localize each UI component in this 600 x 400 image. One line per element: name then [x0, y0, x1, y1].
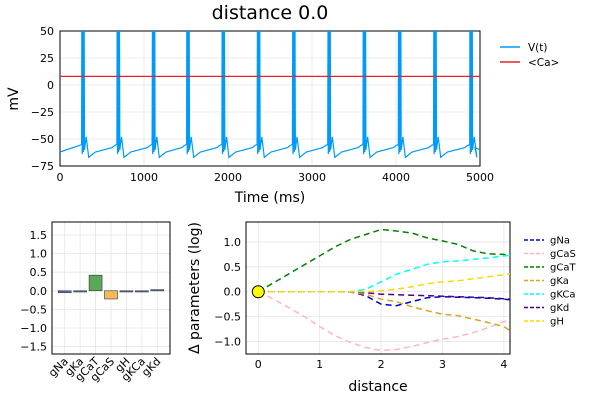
dist-legend-label: gKd: [550, 303, 569, 314]
series-gKCa: [258, 254, 511, 293]
bar-marks: [57, 274, 165, 300]
dist-y-axis-label: Δ parameters (log): [187, 222, 203, 354]
dist-x-tick-label: 4: [500, 358, 507, 371]
dist-y-tick-label: 1.0: [224, 236, 242, 249]
top-y-tick-label: 25: [40, 52, 54, 65]
top-x-tick-label: 1000: [130, 171, 158, 184]
dist-x-tick-label: 1: [316, 358, 323, 371]
top-legend: V(t) <Ca>: [500, 42, 559, 69]
top-y-axis-label: mV: [6, 87, 22, 111]
bar-gKCa: [135, 290, 149, 293]
bar-gNa: [57, 290, 72, 293]
top-x-tick-label: 2000: [214, 171, 242, 184]
bar-grid: [52, 222, 170, 354]
top-x-tick-labels: 0 1000 2000 3000 4000 5000: [57, 171, 495, 184]
top-y-tick-label: −75: [31, 160, 54, 173]
parameter-bar-chart: −1.5 −1.0 −0.5 0.0 0.5 1.0 1.5 gNagKagCaTgCaSg…: [20, 221, 171, 384]
bar-y-tick-label: 1.5: [30, 229, 48, 242]
bar-gKd: [150, 289, 165, 292]
bar-y-tick-label: −1.5: [20, 341, 47, 354]
bar-y-tick-label: 1.0: [30, 248, 48, 261]
series-gKd: [258, 290, 511, 300]
dist-y-tick-label: −0.5: [214, 311, 241, 324]
dist-y-tick-label: −1.0: [214, 336, 241, 349]
dist-y-tick-labels: −1.0 −0.5 0.0 0.5 1.0: [214, 236, 241, 349]
dist-grid: [246, 222, 510, 354]
top-y-tick-label: −50: [31, 133, 54, 146]
top-y-tick-label: 50: [40, 25, 54, 38]
bar-gCaS: [104, 290, 118, 300]
bar-gH: [119, 290, 134, 293]
top-y-tick-labels: −75 −50 −25 0 25 50: [31, 25, 54, 173]
top-legend-label: V(t): [528, 42, 548, 54]
bar-y-tick-label: 0.5: [30, 266, 48, 279]
dist-legend-label: gCaS: [550, 249, 576, 260]
voltage-trace: [59, 30, 481, 159]
bar-y-tick-label: 0.0: [30, 285, 48, 298]
bar-y-tick-labels: −1.5 −1.0 −0.5 0.0 0.5 1.0 1.5: [20, 229, 47, 354]
dist-series: [251, 228, 511, 352]
top-legend-label: <Ca>: [528, 57, 559, 69]
dist-y-tick-label: 0.0: [224, 286, 242, 299]
series-gCaT: [257, 228, 511, 293]
top-x-tick-label: 3000: [298, 171, 326, 184]
dist-x-tick-label: 3: [439, 358, 446, 371]
bar-gKa: [73, 290, 87, 293]
dist-x-axis-label: distance: [348, 379, 407, 395]
dist-legend: gNa gCaS gCaT gKa gKCa gKd gH: [524, 236, 576, 328]
bar-gCaT: [88, 274, 103, 292]
top-plot-frame: [59, 30, 481, 167]
top-x-tick-label: 4000: [382, 171, 410, 184]
parameter-distance-plot: −1.0 −0.5 0.0 0.5 1.0 0 1 2 3 4 Δ parameters (lo…: [187, 221, 576, 395]
bar-y-tick-label: −0.5: [20, 303, 47, 316]
bar-plot-frame: [51, 221, 171, 355]
series-gCaS: [257, 291, 511, 352]
figure-title: distance 0.0: [212, 2, 329, 24]
top-series: [59, 30, 481, 159]
dist-legend-label: gKCa: [550, 290, 575, 301]
top-x-axis-label: Time (ms): [234, 190, 306, 206]
top-x-tick-label: 5000: [466, 171, 494, 184]
start-point-marker: [251, 285, 265, 299]
dist-x-tick-label: 0: [255, 358, 262, 371]
series-gH: [258, 273, 511, 293]
dist-legend-label: gCaT: [550, 263, 576, 274]
bar-y-tick-label: −1.0: [20, 322, 47, 335]
dist-plot-frame: [245, 221, 511, 355]
dist-x-tick-label: 2: [378, 358, 385, 371]
dist-x-tick-labels: 0 1 2 3 4: [255, 358, 508, 371]
top-x-tick-label: 0: [57, 171, 64, 184]
top-y-tick-label: 0: [47, 79, 54, 92]
dist-y-tick-label: 0.5: [224, 261, 242, 274]
dist-legend-label: gH: [550, 317, 564, 328]
bar-x-tick-label: gKd: [139, 355, 163, 379]
dist-legend-label: gNa: [550, 236, 570, 247]
dist-legend-label: gKa: [550, 276, 569, 287]
top-y-tick-label: −25: [31, 106, 54, 119]
